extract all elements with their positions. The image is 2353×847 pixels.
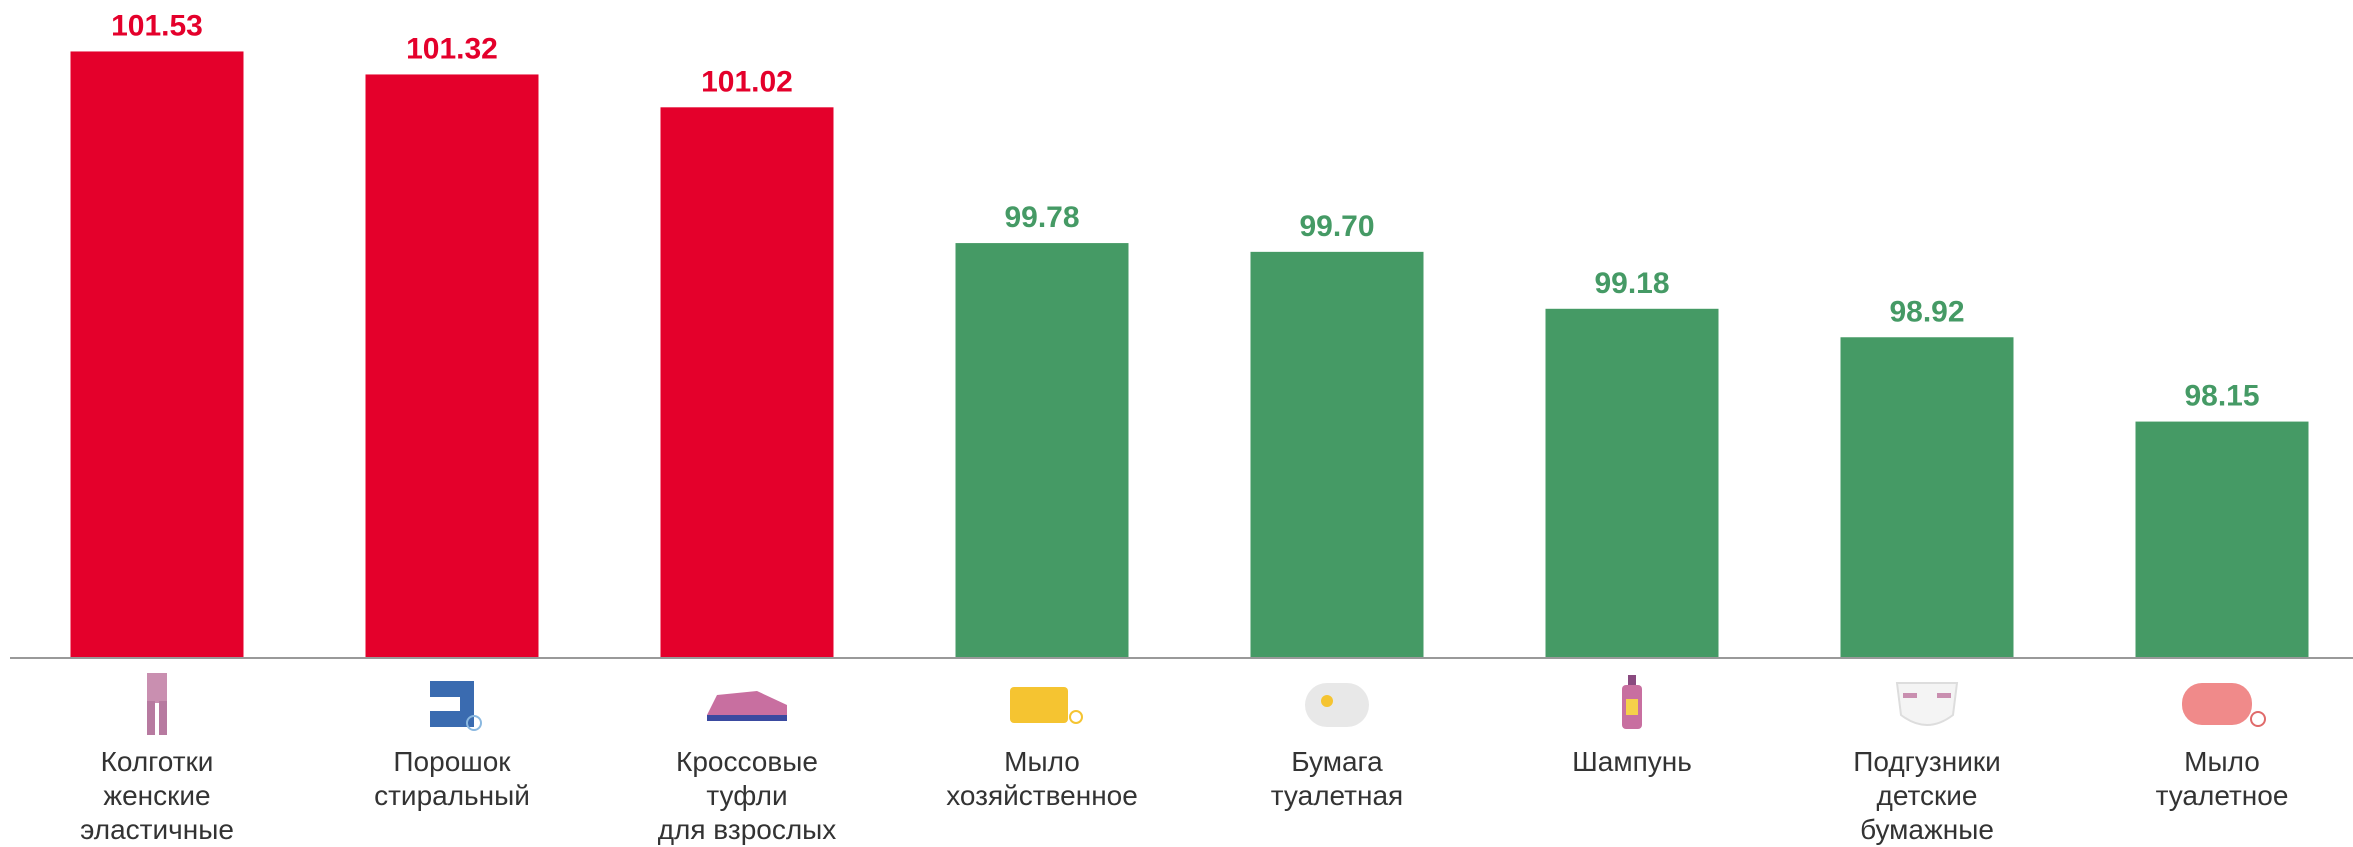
icon-part <box>147 701 155 735</box>
value-label: 101.32 <box>406 32 498 65</box>
value-label: 98.15 <box>2184 380 2259 413</box>
bar <box>660 107 834 657</box>
bar <box>70 51 244 657</box>
category-icon <box>1010 687 1083 724</box>
icon-part <box>1626 699 1638 715</box>
icon-part <box>707 715 787 721</box>
value-label: 101.02 <box>701 65 793 98</box>
bar <box>955 243 1129 657</box>
icon-part <box>1937 693 1951 698</box>
x-tick-label: Мыло туалетное <box>2155 746 2289 811</box>
value-label: 98.92 <box>1889 295 1964 328</box>
category-icon <box>1895 682 1959 726</box>
value-label: 99.70 <box>1299 210 1374 243</box>
x-tick-label: Подгузники детские бумажные <box>1853 746 2001 845</box>
icon-part <box>2182 683 2252 725</box>
x-tick-label: Бумага туалетная <box>1270 746 1404 811</box>
category-icon <box>1622 675 1642 729</box>
value-label: 101.53 <box>111 9 203 42</box>
bar <box>1545 308 1719 657</box>
icon-part <box>1069 710 1083 724</box>
x-tick-label: Колготки женские эластичные <box>80 746 234 845</box>
value-label: 99.18 <box>1594 267 1669 300</box>
category-icon <box>430 681 482 731</box>
category-icon <box>2182 683 2266 727</box>
x-tick-label: Порошок стиральный <box>374 746 530 811</box>
icon-part <box>1903 693 1917 698</box>
bar <box>1250 251 1424 657</box>
bar <box>1840 337 2014 657</box>
category-icon <box>707 691 787 721</box>
value-label: 99.78 <box>1004 201 1079 234</box>
icon-part <box>147 673 167 703</box>
icon-part <box>2250 711 2266 727</box>
icon-part <box>430 697 460 711</box>
bar <box>2135 421 2309 657</box>
bar <box>365 74 539 657</box>
icon-part <box>159 701 167 735</box>
category-icon <box>147 673 167 735</box>
icon-part <box>1628 675 1636 685</box>
icon-part <box>707 691 787 719</box>
category-icon <box>1305 683 1369 727</box>
x-tick-label: Кроссовые туфли для взрослых <box>657 746 837 845</box>
icon-part <box>1321 695 1333 707</box>
x-tick-label: Шампунь <box>1572 746 1692 777</box>
icon-part <box>1305 683 1369 727</box>
icon-part <box>1010 687 1068 723</box>
x-tick-label: Мыло хозяйственное <box>946 746 1138 811</box>
icon-part <box>1895 682 1959 726</box>
icon-part <box>466 715 482 731</box>
